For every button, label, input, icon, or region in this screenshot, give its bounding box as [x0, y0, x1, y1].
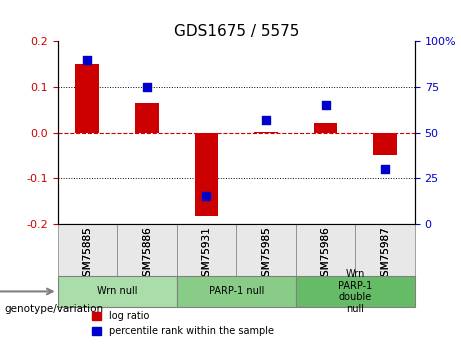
- Bar: [195, 132, 219, 216]
- FancyBboxPatch shape: [177, 276, 296, 307]
- FancyBboxPatch shape: [177, 224, 236, 276]
- Text: Wrn null: Wrn null: [97, 286, 137, 296]
- Bar: [373, 132, 397, 155]
- Text: GSM75931: GSM75931: [201, 226, 212, 283]
- Text: GSM75886: GSM75886: [142, 226, 152, 283]
- Text: GSM75985: GSM75985: [261, 226, 271, 283]
- Legend: log ratio, percentile rank within the sample: log ratio, percentile rank within the sa…: [88, 307, 278, 340]
- Text: Wrn
PARP-1
double
null: Wrn PARP-1 double null: [338, 269, 372, 314]
- Point: [203, 194, 210, 199]
- Text: GSM75886: GSM75886: [142, 226, 152, 283]
- Point: [143, 84, 151, 90]
- Text: GSM75885: GSM75885: [83, 226, 92, 283]
- Text: GSM75931: GSM75931: [201, 226, 212, 283]
- Bar: [135, 103, 159, 132]
- Text: GSM75986: GSM75986: [320, 226, 331, 283]
- Text: GSM75987: GSM75987: [380, 226, 390, 283]
- FancyBboxPatch shape: [236, 224, 296, 276]
- Bar: [313, 124, 337, 132]
- Point: [322, 102, 329, 108]
- Text: GSM75885: GSM75885: [83, 226, 92, 283]
- Point: [381, 166, 389, 172]
- Text: PARP-1 null: PARP-1 null: [208, 286, 264, 296]
- FancyBboxPatch shape: [296, 224, 355, 276]
- FancyBboxPatch shape: [355, 224, 415, 276]
- Text: GSM75986: GSM75986: [320, 226, 331, 283]
- FancyBboxPatch shape: [117, 224, 177, 276]
- Text: genotype/variation: genotype/variation: [5, 304, 104, 314]
- Title: GDS1675 / 5575: GDS1675 / 5575: [174, 24, 299, 39]
- Point: [262, 117, 270, 122]
- Point: [84, 57, 91, 62]
- Text: GSM75985: GSM75985: [261, 226, 271, 283]
- FancyBboxPatch shape: [296, 276, 415, 307]
- FancyBboxPatch shape: [58, 224, 117, 276]
- FancyBboxPatch shape: [58, 276, 177, 307]
- Bar: [76, 64, 99, 132]
- Text: GSM75987: GSM75987: [380, 226, 390, 283]
